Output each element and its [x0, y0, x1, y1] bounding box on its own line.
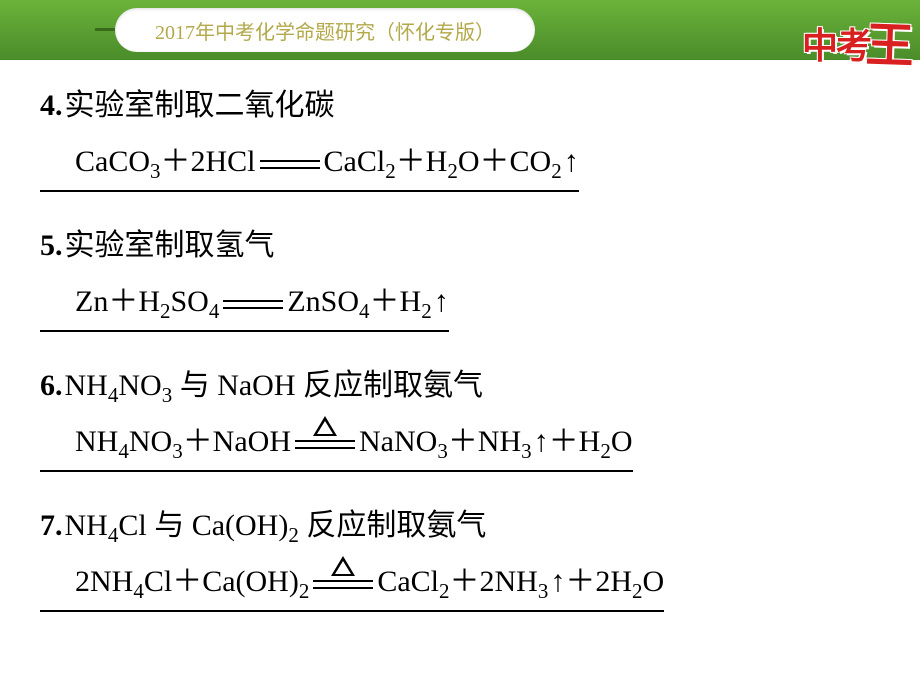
- title-dash: [95, 28, 115, 31]
- heat-triangle-icon: [331, 556, 355, 576]
- header-bar: 2017年中考化学命题研究（怀化专版） 中考王: [0, 0, 920, 60]
- logo-sub: 王: [865, 5, 913, 77]
- item-7: 7.NH4Cl 与 Ca(OH)2 反应制取氨气 2NH4Cl＋Ca(OH)2C…: [40, 500, 880, 612]
- equation-7: 2NH4Cl＋Ca(OH)2CaCl2＋2NH3↑＋2H2O: [40, 558, 664, 612]
- item-num: 5.: [40, 229, 63, 262]
- item-num: 6.: [40, 369, 63, 402]
- heat-triangle-icon: [313, 416, 337, 436]
- content-area: 4.实验室制取二氧化碳 CaCO3＋2HClCaCl2＋H2O＋CO2↑ 5.实…: [0, 60, 920, 612]
- item-num: 7.: [40, 509, 63, 542]
- title-pill: 2017年中考化学命题研究（怀化专版）: [115, 8, 535, 52]
- item-5-title: 5.实验室制取氢气: [40, 220, 880, 264]
- header-title: 2017年中考化学命题研究（怀化专版）: [155, 16, 495, 45]
- item-5: 5.实验室制取氢气 Zn＋H2SO4ZnSO4＋H2↑: [40, 220, 880, 332]
- equation-6: NH4NO3＋NaOHNaNO3＋NH3↑＋H2O: [40, 418, 633, 472]
- equation-4: CaCO3＋2HClCaCl2＋H2O＋CO2↑: [40, 138, 579, 192]
- item-6-title: 6.NH4NO3 与 NaOH 反应制取氨气: [40, 360, 880, 404]
- item-7-title: 7.NH4Cl 与 Ca(OH)2 反应制取氨气: [40, 500, 880, 544]
- item-4-title: 4.实验室制取二氧化碳: [40, 80, 880, 124]
- item-num: 4.: [40, 89, 63, 122]
- item-6: 6.NH4NO3 与 NaOH 反应制取氨气 NH4NO3＋NaOHNaNO3＋…: [40, 360, 880, 472]
- item-4-text: 实验室制取二氧化碳: [65, 89, 335, 122]
- item-4: 4.实验室制取二氧化碳 CaCO3＋2HClCaCl2＋H2O＋CO2↑: [40, 80, 880, 192]
- brand-logo: 中考王: [802, 2, 912, 72]
- equation-5: Zn＋H2SO4ZnSO4＋H2↑: [40, 278, 449, 332]
- logo-main: 中考: [802, 25, 870, 66]
- item-5-text: 实验室制取氢气: [65, 229, 275, 262]
